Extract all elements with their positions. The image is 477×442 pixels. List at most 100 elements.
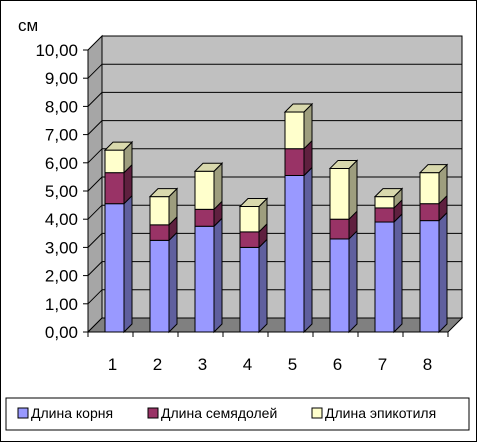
bar-top: [373, 188, 404, 198]
bar-front: [239, 231, 260, 248]
gridline-side: [87, 63, 103, 79]
y-tick-label: 2,00: [45, 267, 78, 286]
y-axis-unit-label: см: [18, 16, 38, 35]
y-tick-label: 5,00: [45, 182, 78, 201]
bar-segment: [104, 194, 133, 334]
x-tick-label: 3: [198, 355, 207, 374]
bar-front: [239, 246, 260, 333]
y-tick-label: 10,00: [35, 41, 78, 60]
bar-front: [419, 220, 440, 333]
x-axis-ticks: 1 2 3 4 5 6 7 8: [87, 331, 449, 374]
legend-item: Длина эпикотиля: [311, 405, 436, 421]
y-tick-label: 4,00: [45, 210, 78, 229]
x-tick-label: 4: [243, 355, 252, 374]
bar-top: [103, 141, 134, 151]
bar-segment: [329, 229, 358, 334]
y-tick-label: 3,00: [45, 238, 78, 257]
y-tick-label: 6,00: [45, 154, 78, 173]
y-tick-label: 1,00: [45, 295, 78, 314]
bar-front: [374, 221, 395, 333]
bar-segment: [329, 209, 358, 241]
bar-side: [303, 166, 313, 334]
x-tick-label: 2: [153, 355, 162, 374]
bar-segment: [239, 238, 268, 334]
y-tick-label: 9,00: [45, 69, 78, 88]
bar-front: [329, 218, 350, 240]
bar-segment: [374, 212, 403, 334]
x-tick-label: 8: [423, 355, 432, 374]
bar-side: [168, 231, 178, 334]
legend-item: Длина семядолей: [147, 405, 277, 421]
bar-segment: [104, 163, 133, 205]
bar-front: [194, 170, 215, 210]
bar-segment: [284, 139, 313, 177]
bar-segment: [283, 102, 314, 150]
bar-front: [149, 224, 170, 241]
bar-front: [374, 196, 395, 209]
bar-front: [149, 196, 170, 226]
bar-front: [419, 203, 440, 222]
bar-front: [149, 239, 170, 333]
bar-segment: [328, 159, 359, 221]
bar-top: [418, 164, 449, 174]
legend-item: Длина корня: [17, 405, 113, 421]
bar-segment: [149, 215, 178, 242]
gridline-side: [87, 204, 103, 220]
x-tick-label: 1: [108, 355, 117, 374]
y-tick-label: 7,00: [45, 126, 78, 145]
bar-top: [148, 188, 179, 198]
legend-label: Длина семядолей: [161, 405, 277, 421]
bar-segment: [418, 163, 449, 205]
bars-layer: [103, 102, 449, 334]
gridline-side: [87, 233, 103, 248]
x-tick-label: 5: [288, 355, 297, 374]
gridline-side: [87, 92, 103, 107]
bar-segment: [103, 140, 134, 174]
bar-front: [284, 174, 305, 333]
legend-swatch: [17, 407, 29, 419]
y-axis-ticks: 0,00 1,00 2,00 3,00 4,00 5,00 6,00 7,00 8,00 9,00…: [35, 41, 89, 342]
bar-front: [239, 206, 260, 233]
legend-label: Длина корня: [31, 405, 113, 421]
bar-top: [238, 198, 269, 208]
legend-label: Длина эпикотиля: [325, 405, 436, 421]
bar-segment: [194, 217, 223, 334]
bar-top: [328, 159, 359, 169]
chart-walls: [86, 34, 464, 334]
bar-front: [194, 225, 215, 333]
gridline-side: [87, 120, 103, 135]
y-tick-label: 8,00: [45, 97, 78, 116]
bar-segment: [149, 231, 178, 334]
bar-segment: [419, 211, 448, 334]
x-tick-label: 6: [333, 355, 342, 374]
bar-front: [419, 172, 440, 205]
y-tick-label: 0,00: [45, 323, 78, 342]
bar-top: [193, 162, 224, 172]
gridline-side: [87, 176, 103, 192]
bar-side: [348, 229, 358, 334]
bar-front: [104, 172, 125, 205]
bar-top: [283, 103, 314, 113]
bar-segment: [284, 166, 313, 334]
gridline-side: [87, 148, 103, 164]
floor: [86, 317, 464, 333]
bar-front: [329, 167, 350, 220]
bar-side: [258, 238, 268, 334]
bar-side: [393, 212, 403, 334]
bar-side: [438, 211, 448, 334]
legend: Длина корня Длина семядолей Длина эпикотил…: [5, 397, 470, 431]
bar-front: [194, 208, 215, 227]
x-tick-label: 7: [378, 355, 387, 374]
legend-swatch: [147, 407, 159, 419]
bar-front: [284, 111, 305, 150]
bar-side: [348, 159, 358, 221]
bar-segment: [238, 197, 269, 234]
bar-front: [104, 203, 125, 333]
bar-segment: [148, 187, 179, 227]
bar-front: [284, 148, 305, 176]
bar-segment: [373, 187, 404, 210]
bar-segment: [193, 162, 224, 211]
bar-side: [123, 194, 133, 334]
legend-box: [5, 397, 470, 431]
